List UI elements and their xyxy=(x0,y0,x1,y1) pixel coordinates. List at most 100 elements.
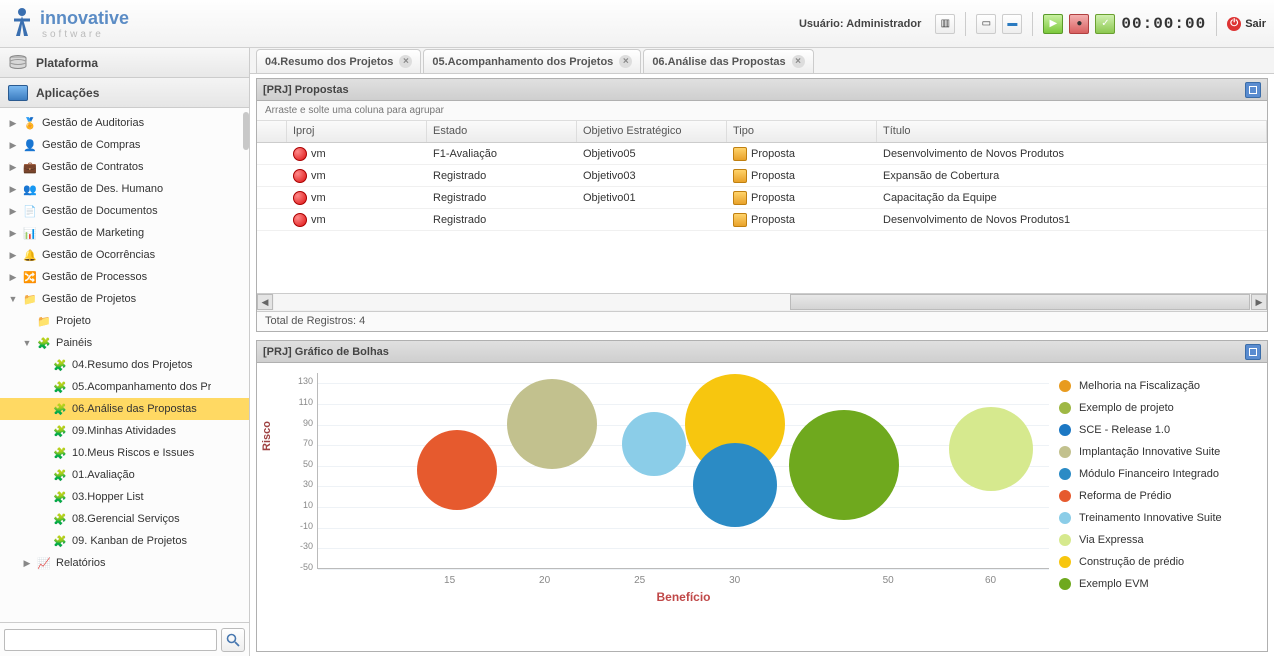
bubble[interactable] xyxy=(622,412,686,476)
sidebar-item[interactable]: ▶📈Relatórios xyxy=(0,552,249,574)
table-row[interactable]: vmRegistradoPropostaDesenvolvimento de N… xyxy=(257,209,1267,231)
sidebar-section-platform[interactable]: Plataforma xyxy=(0,48,249,78)
sidebar-item[interactable]: ▶🏅Gestão de Auditorias xyxy=(0,112,249,134)
expand-icon: ▶ xyxy=(8,272,18,283)
legend-item[interactable]: Treinamento Innovative Suite xyxy=(1059,507,1259,529)
legend-item[interactable]: Reforma de Prédio xyxy=(1059,485,1259,507)
sidebar-item[interactable]: 🧩06.Análise das Propostas xyxy=(0,398,249,420)
legend-item[interactable]: Módulo Financeiro Integrado xyxy=(1059,463,1259,485)
column-header[interactable]: Iproj xyxy=(287,121,427,142)
monitor-icon xyxy=(8,85,28,101)
y-tick: 90 xyxy=(283,418,313,428)
column-header[interactable]: Título xyxy=(877,121,1267,142)
column-header[interactable]: Objetivo Estratégico xyxy=(577,121,727,142)
item-label: Gestão de Ocorrências xyxy=(42,249,155,261)
item-icon: 📁 xyxy=(22,291,38,307)
expand-icon: ▶ xyxy=(22,558,32,569)
sidebar-item[interactable]: ▼🧩Painéis xyxy=(0,332,249,354)
sidebar-item[interactable]: ▶📊Gestão de Marketing xyxy=(0,222,249,244)
bubble[interactable] xyxy=(949,407,1033,491)
close-icon[interactable]: × xyxy=(792,55,805,68)
bubble[interactable] xyxy=(417,430,497,510)
legend-item[interactable]: Melhoria na Fiscalização xyxy=(1059,375,1259,397)
maximize-button[interactable] xyxy=(1245,344,1261,360)
bubble[interactable] xyxy=(693,443,777,527)
type-icon xyxy=(733,169,747,183)
sidebar-item[interactable]: ▶📄Gestão de Documentos xyxy=(0,200,249,222)
table-row[interactable]: vmRegistradoObjetivo01PropostaCapacitaçã… xyxy=(257,187,1267,209)
close-icon[interactable]: × xyxy=(619,55,632,68)
cell: Registrado xyxy=(427,170,577,182)
tab[interactable]: 06.Análise das Propostas× xyxy=(643,49,813,73)
check-icon[interactable]: ✓ xyxy=(1095,14,1115,34)
scroll-thumb[interactable] xyxy=(790,294,1250,310)
record-icon[interactable]: ● xyxy=(1069,14,1089,34)
exit-button[interactable]: ⏻ Sair xyxy=(1227,17,1266,31)
table-row[interactable]: vmF1-AvaliaçãoObjetivo05PropostaDesenvol… xyxy=(257,143,1267,165)
item-label: 04.Resumo dos Projetos xyxy=(72,359,192,371)
panel-header: [PRJ] Gráfico de Bolhas xyxy=(257,341,1267,363)
y-tick: -30 xyxy=(283,541,313,551)
tab[interactable]: 04.Resumo dos Projetos× xyxy=(256,49,421,73)
search-input[interactable] xyxy=(4,629,217,651)
bubble[interactable] xyxy=(789,410,899,520)
item-label: 05.Acompanhamento dos Pr xyxy=(72,381,211,393)
item-label: 08.Gerencial Serviços xyxy=(72,513,180,525)
legend-swatch xyxy=(1059,446,1071,458)
scroll-track[interactable] xyxy=(274,294,1250,310)
sidebar-item[interactable]: ▶🔀Gestão de Processos xyxy=(0,266,249,288)
legend-item[interactable]: Via Expressa xyxy=(1059,529,1259,551)
item-icon: 🧩 xyxy=(52,401,68,417)
tab-label: 05.Acompanhamento dos Projetos xyxy=(432,56,613,68)
legend-item[interactable]: Construção de prédio xyxy=(1059,551,1259,573)
column-header[interactable]: Estado xyxy=(427,121,577,142)
sidebar-item[interactable]: ▶🔔Gestão de Ocorrências xyxy=(0,244,249,266)
legend-label: Módulo Financeiro Integrado xyxy=(1079,468,1219,480)
sidebar-item[interactable]: 🧩10.Meus Riscos e Issues xyxy=(0,442,249,464)
item-icon: 📁 xyxy=(36,313,52,329)
sidebar-item[interactable]: ▶💼Gestão de Contratos xyxy=(0,156,249,178)
tab[interactable]: 05.Acompanhamento dos Projetos × xyxy=(423,49,641,73)
legend-item[interactable]: Exemplo EVM xyxy=(1059,573,1259,595)
nav-tree: ▶🏅Gestão de Auditorias▶👤Gestão de Compra… xyxy=(0,108,249,622)
sidebar-item[interactable]: 🧩05.Acompanhamento dos Pr xyxy=(0,376,249,398)
search-button[interactable] xyxy=(221,628,245,652)
sidebar-item[interactable]: 📁Projeto xyxy=(0,310,249,332)
legend-item[interactable]: Implantação Innovative Suite xyxy=(1059,441,1259,463)
window-icon[interactable]: ▭ xyxy=(976,14,996,34)
x-tick: 20 xyxy=(539,575,550,586)
sidebar-item[interactable]: 🧩01.Avaliação xyxy=(0,464,249,486)
sidebar-item[interactable]: ▶👤Gestão de Compras xyxy=(0,134,249,156)
sidebar-item[interactable]: 🧩09.Minhas Atividades xyxy=(0,420,249,442)
gridline xyxy=(318,404,1049,405)
legend-item[interactable]: SCE - Release 1.0 xyxy=(1059,419,1259,441)
sidebar-item[interactable]: ▼📁Gestão de Projetos xyxy=(0,288,249,310)
layout-icon[interactable]: ▥ xyxy=(935,14,955,34)
scroll-right-arrow[interactable]: ▶ xyxy=(1251,294,1267,310)
maximize-button[interactable] xyxy=(1245,82,1261,98)
item-icon: 🧩 xyxy=(52,511,68,527)
horizontal-scrollbar[interactable]: ◀ ▶ xyxy=(257,293,1267,311)
legend-item[interactable]: Exemplo de projeto xyxy=(1059,397,1259,419)
scroll-left-arrow[interactable]: ◀ xyxy=(257,294,273,310)
sidebar-item[interactable]: 🧩04.Resumo dos Projetos xyxy=(0,354,249,376)
scrollbar[interactable] xyxy=(241,108,249,622)
column-header[interactable] xyxy=(257,121,287,142)
table-row[interactable]: vmRegistradoObjetivo03PropostaExpansão d… xyxy=(257,165,1267,187)
sidebar-item[interactable]: 🧩09. Kanban de Projetos xyxy=(0,530,249,552)
gridline xyxy=(318,569,1049,570)
sidebar-item[interactable]: ▶👥Gestão de Des. Humano xyxy=(0,178,249,200)
play-icon[interactable]: ▶ xyxy=(1043,14,1063,34)
screen-icon[interactable]: ▬ xyxy=(1002,14,1022,34)
column-header[interactable]: Tipo xyxy=(727,121,877,142)
sidebar-section-apps[interactable]: Aplicações xyxy=(0,78,249,108)
cell: Capacitação da Equipe xyxy=(877,192,1267,204)
close-icon[interactable]: × xyxy=(399,55,412,68)
sidebar-item[interactable]: 🧩03.Hopper List xyxy=(0,486,249,508)
bubble[interactable] xyxy=(507,379,597,469)
x-tick: 60 xyxy=(985,575,996,586)
y-tick: 10 xyxy=(283,500,313,510)
y-tick: -50 xyxy=(283,562,313,572)
cell: Objetivo03 xyxy=(577,170,727,182)
sidebar-item[interactable]: 🧩 08.Gerencial Serviços xyxy=(0,508,249,530)
